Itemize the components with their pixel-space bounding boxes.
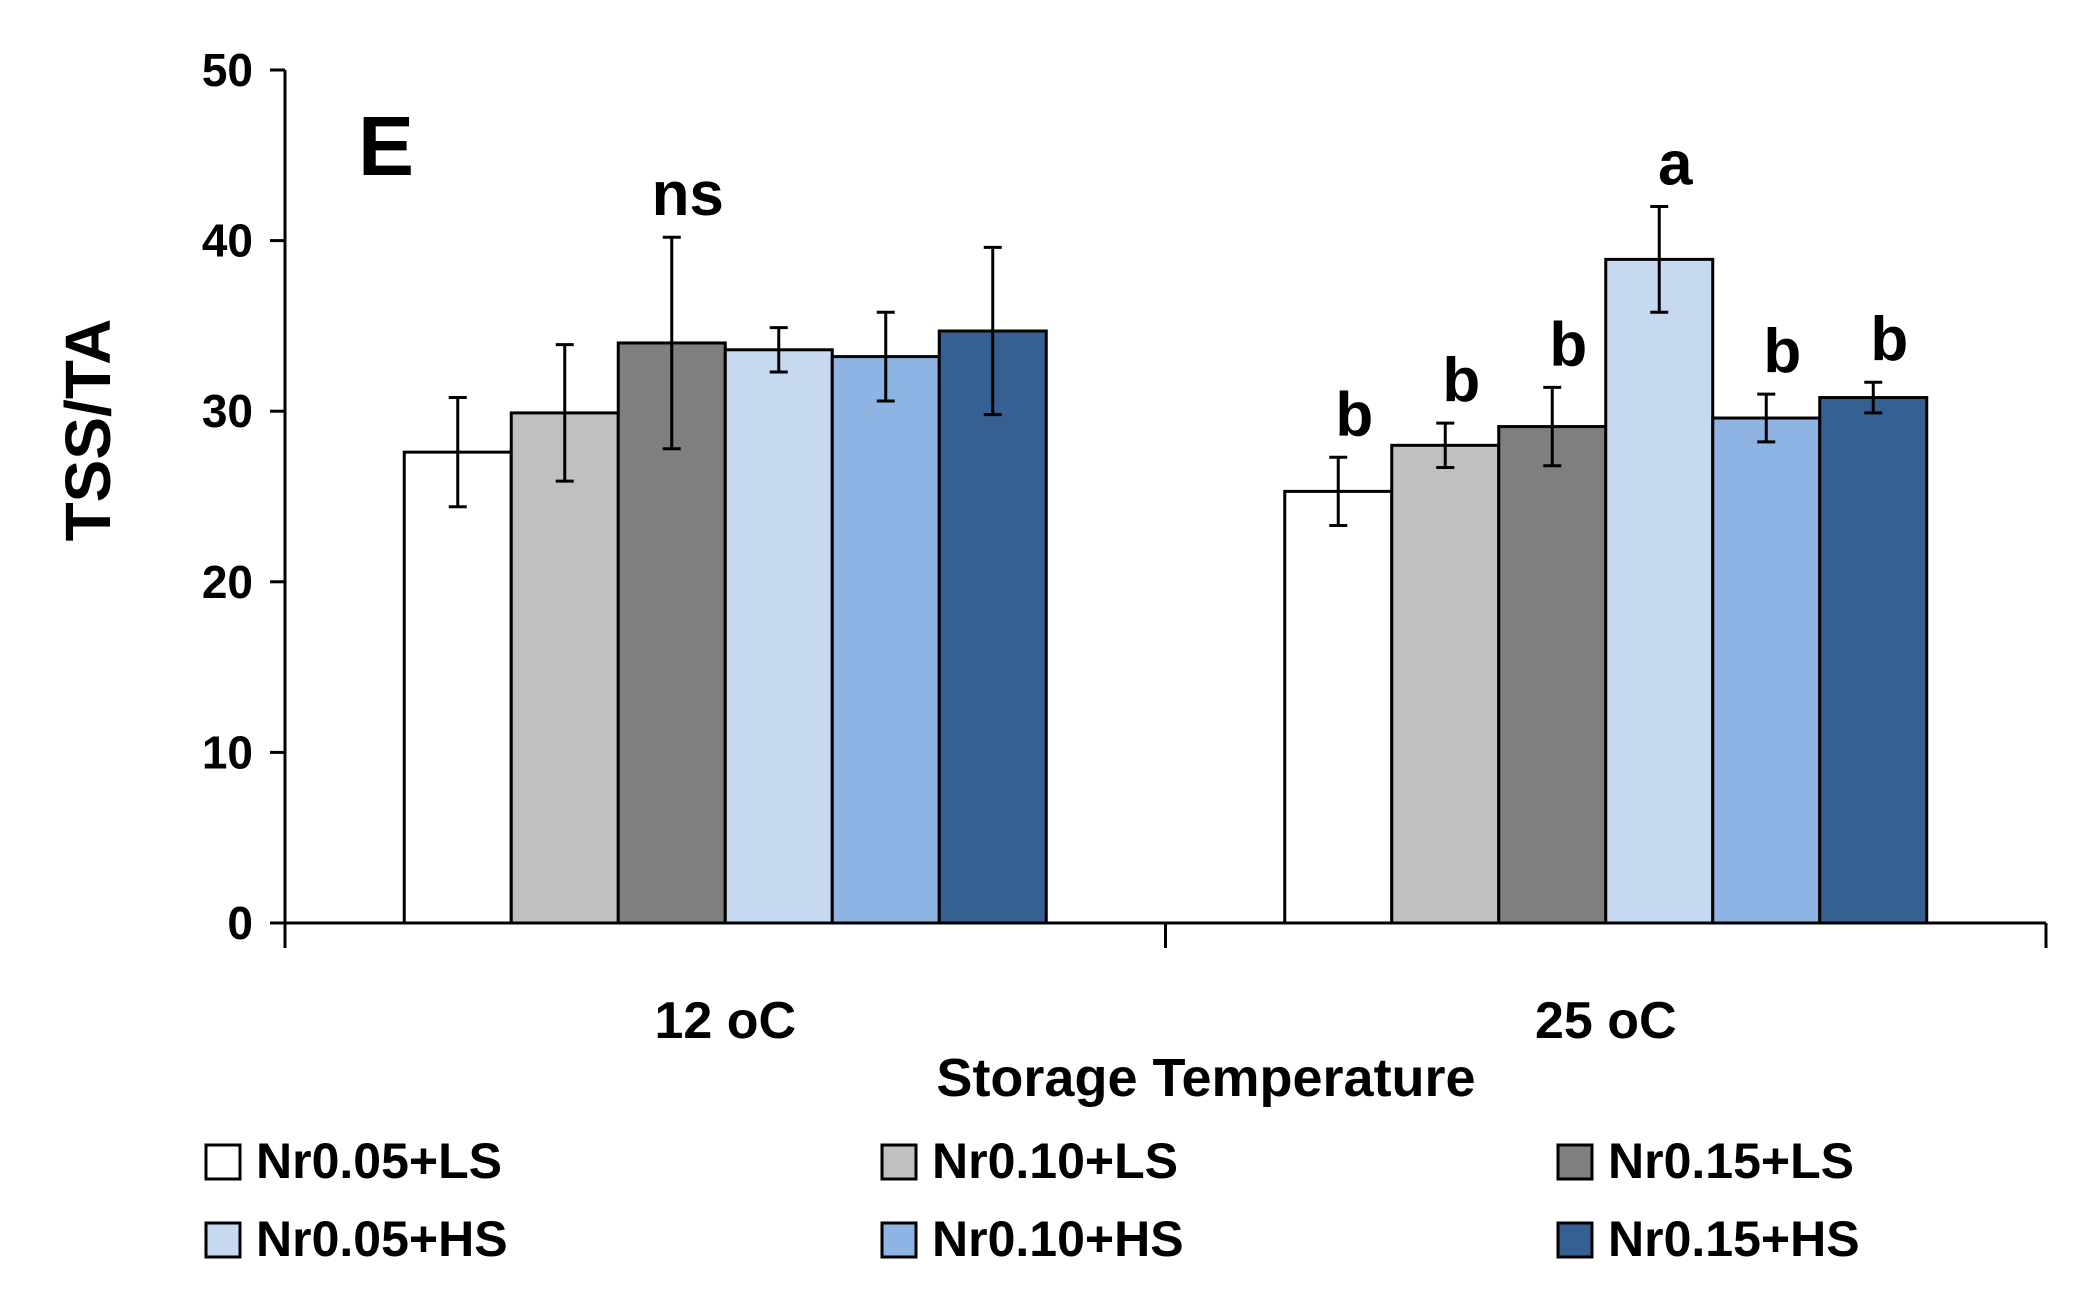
significance-label: ns bbox=[652, 160, 724, 229]
y-tick-label: 30 bbox=[202, 385, 253, 437]
y-tick-label: 40 bbox=[202, 215, 253, 267]
bar-2-4 bbox=[1604, 257, 1715, 925]
legend-label: Nr0.15+HS bbox=[1608, 1211, 1860, 1267]
bar-2-3 bbox=[1497, 425, 1608, 925]
legend-label: Nr0.10+LS bbox=[932, 1133, 1178, 1189]
y-axis-title: TSS/TA bbox=[52, 319, 124, 542]
legend-label: Nr0.05+LS bbox=[256, 1133, 502, 1189]
legend-swatch bbox=[880, 1143, 918, 1181]
legend-swatch bbox=[1556, 1143, 1594, 1181]
x-axis-title: Storage Temperature bbox=[936, 1048, 1475, 1108]
legend-swatch bbox=[880, 1221, 918, 1259]
bar-1-4 bbox=[723, 348, 834, 925]
panel-label: E bbox=[358, 99, 414, 193]
y-tick-label: 10 bbox=[202, 726, 253, 778]
y-tick-label: 50 bbox=[202, 44, 253, 96]
x-tick-label: 12 oC bbox=[654, 992, 796, 1050]
bar-2-1 bbox=[1283, 489, 1394, 925]
bar-1-1 bbox=[402, 450, 513, 925]
legend-label: Nr0.10+HS bbox=[932, 1211, 1184, 1267]
x-tick-label: 25 oC bbox=[1535, 992, 1677, 1050]
legend-label: Nr0.15+LS bbox=[1608, 1133, 1854, 1189]
y-tick-label: 20 bbox=[202, 556, 253, 608]
y-tick-label: 0 bbox=[227, 897, 253, 949]
bar-1-2 bbox=[509, 411, 620, 925]
significance-label: b bbox=[1870, 305, 1908, 374]
legend-swatch bbox=[204, 1221, 242, 1259]
legend-swatch bbox=[1556, 1221, 1594, 1259]
significance-label: b bbox=[1763, 317, 1801, 386]
bar-1-6 bbox=[937, 329, 1048, 925]
significance-label: b bbox=[1442, 346, 1480, 415]
bar-2-6 bbox=[1818, 396, 1929, 925]
significance-label: a bbox=[1658, 129, 1693, 198]
legend-swatch bbox=[204, 1143, 242, 1181]
legend-label: Nr0.05+HS bbox=[256, 1211, 508, 1267]
bar-2-2 bbox=[1390, 443, 1501, 925]
significance-label: b bbox=[1549, 310, 1587, 379]
bar-1-5 bbox=[830, 355, 941, 925]
significance-label: b bbox=[1335, 380, 1373, 449]
bar-2-5 bbox=[1711, 416, 1822, 925]
